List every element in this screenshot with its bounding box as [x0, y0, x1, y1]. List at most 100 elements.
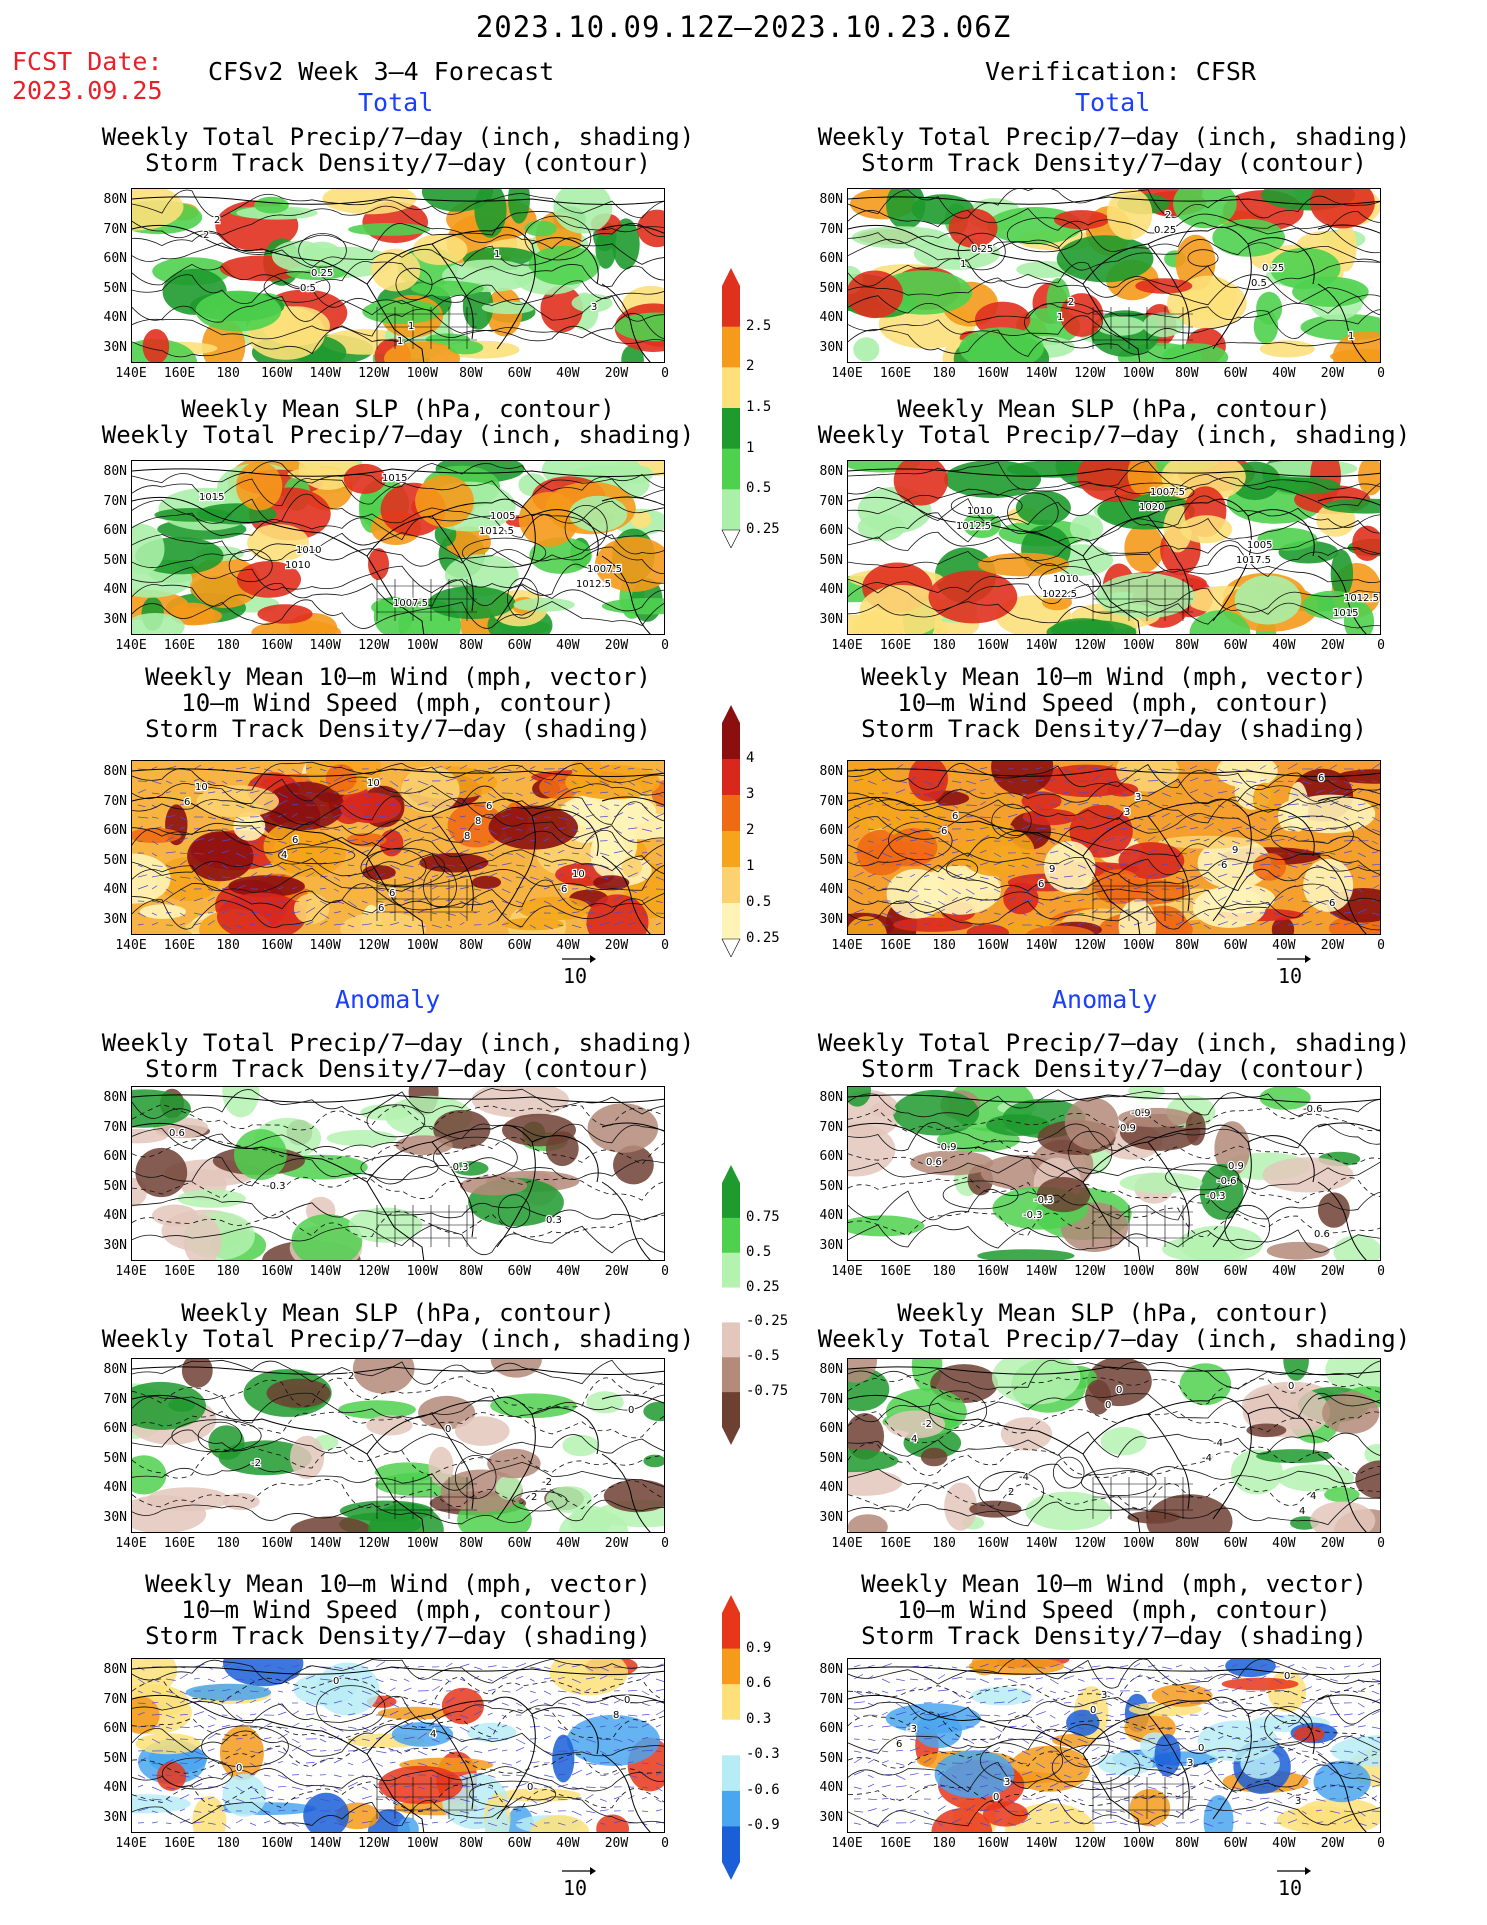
contour-label: 1005: [1247, 540, 1272, 551]
wind-vector: [937, 789, 944, 794]
wind-vector: [473, 1808, 485, 1812]
wind-vector: [151, 1821, 159, 1824]
wind-vector: [1259, 1702, 1268, 1707]
shading-blob: [352, 1359, 415, 1394]
wind-vector: [1021, 1771, 1033, 1776]
wind-vector: [1371, 898, 1378, 902]
wind-vector: [151, 1738, 161, 1744]
wind-vector: [1217, 828, 1223, 833]
wind-vector: [305, 1749, 317, 1752]
wind-vector: [1259, 888, 1265, 892]
shading-blob: [265, 781, 345, 830]
wind-vector: [1077, 1688, 1087, 1692]
wind-vector: [993, 1762, 1004, 1768]
wind-vector: [515, 852, 525, 859]
wind-vector: [403, 816, 412, 822]
lon-label: 40W: [1272, 1836, 1296, 1851]
wind-vector: [1203, 1738, 1211, 1741]
shading-blob: [601, 598, 664, 615]
coastline: [848, 1094, 1380, 1260]
wind-vector: [249, 1726, 258, 1729]
wind-vector: [1287, 828, 1295, 831]
contour-label: 0: [1090, 1705, 1096, 1716]
wind-vector: [1049, 850, 1059, 854]
wind-vector: [165, 1714, 175, 1719]
wind-vector: [235, 1786, 243, 1792]
shading-blob: [963, 512, 1001, 538]
wind-vector: [375, 924, 383, 927]
wind-vector: [853, 1690, 864, 1697]
lat-label: 30N: [819, 1509, 843, 1525]
contour-label: 6: [1318, 773, 1324, 784]
contour-line: [132, 1766, 664, 1792]
contour-line: [132, 461, 664, 492]
contour-layer: [132, 1659, 664, 1827]
wind-vector: [291, 1722, 300, 1728]
wind-vector: [1119, 863, 1128, 866]
wind-vector: [853, 1724, 864, 1728]
wind-vector: [305, 1724, 313, 1728]
wind-vector: [853, 825, 860, 830]
wind-vector: [641, 1737, 649, 1740]
wind-vector: [655, 804, 664, 807]
shading-blob: [135, 1733, 201, 1755]
wind-vector: [557, 888, 563, 893]
contour-line: [132, 1173, 664, 1201]
contour-line: [848, 1089, 1380, 1118]
wind-vector: [1189, 912, 1195, 916]
shading-blob: [977, 1249, 1075, 1260]
wind-vector: [249, 923, 256, 926]
lon-label: 160E: [879, 1836, 912, 1851]
wind-vector: [979, 849, 987, 854]
wind-vector: [1077, 873, 1086, 878]
shading-blob: [135, 1147, 188, 1198]
lon-label: 60W: [1223, 638, 1248, 653]
wind-vector: [277, 849, 284, 854]
wind-vector: [1357, 898, 1363, 902]
wind-vector: [333, 1749, 342, 1752]
wind-vector: [1049, 1771, 1056, 1776]
wind-vector: [993, 899, 999, 902]
wind-vector: [571, 900, 577, 905]
shading-blob: [183, 1215, 222, 1260]
wind-vector: [403, 828, 409, 832]
wind-vector: [1315, 1786, 1323, 1791]
wind-vector: [1189, 1785, 1196, 1788]
panel-title-8: Weekly Total Precip/7–day (inch, shading…: [817, 1030, 1411, 1082]
wind-vector: [1231, 921, 1237, 926]
shading-blob: [1322, 1391, 1380, 1434]
wind-vector: [1189, 813, 1197, 818]
colorbar-segment: [722, 1252, 740, 1289]
wind-vector: [557, 849, 565, 854]
wind-vector: [1329, 876, 1337, 879]
wind-vector: [165, 815, 176, 818]
wind-vector: [459, 874, 468, 878]
wind-vector: [1343, 780, 1354, 787]
wind-vector: [1315, 1712, 1326, 1716]
wind-vector: [165, 1738, 175, 1741]
contour-line: [848, 1155, 1380, 1190]
lon-label: 160W: [976, 366, 1009, 381]
wind-vector: [375, 777, 383, 782]
wind-vector: [599, 765, 610, 770]
wind-vector: [473, 1772, 482, 1776]
wind-vector: [951, 888, 961, 895]
wind-vector: [277, 1785, 287, 1788]
wind-vector: [347, 1713, 356, 1716]
fcst-date-label: FCST Date:: [12, 47, 163, 76]
wind-vector: [909, 816, 919, 820]
wind-vector: [1273, 1760, 1280, 1764]
wind-vector: [1077, 864, 1087, 869]
wind-vector: [389, 1774, 396, 1779]
wind-vector: [1301, 1810, 1307, 1815]
wind-vector: [1007, 1750, 1014, 1753]
contour-label: 8: [464, 831, 470, 842]
wind-vector: [403, 850, 409, 854]
wind-vector: [909, 1687, 917, 1692]
shading-blob: [848, 916, 887, 934]
wind-vector: [515, 1686, 524, 1692]
wind-vector: [599, 912, 607, 917]
wind-vector: [263, 900, 273, 904]
wind-vector: [501, 876, 512, 882]
panel-title-line: Weekly Mean SLP (hPa, contour): [181, 1299, 615, 1327]
